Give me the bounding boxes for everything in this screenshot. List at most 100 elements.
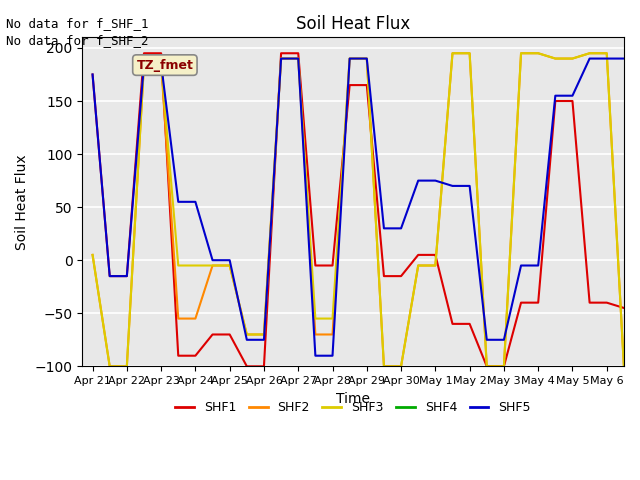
SHF1: [414, 252, 422, 258]
SHF2: [243, 332, 251, 337]
SHF1: [140, 50, 148, 56]
SHF3: [346, 56, 353, 61]
SHF2: [294, 56, 302, 61]
SHF1: [294, 50, 302, 56]
SHF5: [603, 56, 611, 61]
SHF2: [500, 363, 508, 369]
SHF3: [414, 263, 422, 268]
SHF3: [517, 50, 525, 56]
SHF3: [243, 332, 251, 337]
SHF5: [89, 72, 97, 77]
SHF1: [312, 263, 319, 268]
Line: SHF1: SHF1: [93, 53, 624, 366]
SHF5: [226, 257, 234, 263]
SHF5: [431, 178, 439, 183]
SHF1: [329, 263, 337, 268]
SHF5: [346, 56, 353, 61]
SHF1: [466, 321, 474, 327]
SHF3: [260, 332, 268, 337]
SHF5: [466, 183, 474, 189]
SHF1: [534, 300, 542, 306]
SHF3: [466, 50, 474, 56]
SHF3: [500, 363, 508, 369]
SHF5: [294, 56, 302, 61]
SHF1: [157, 50, 165, 56]
SHF1: [603, 300, 611, 306]
SHF1: [517, 300, 525, 306]
SHF2: [277, 56, 285, 61]
SHF1: [243, 363, 251, 369]
SHF1: [431, 252, 439, 258]
SHF1: [191, 353, 199, 359]
SHF5: [517, 263, 525, 268]
SHF2: [603, 50, 611, 56]
SHF5: [260, 337, 268, 343]
SHF2: [620, 363, 628, 369]
SHF5: [329, 353, 337, 359]
X-axis label: Time: Time: [336, 392, 370, 406]
SHF2: [552, 56, 559, 61]
SHF3: [552, 56, 559, 61]
SHF1: [500, 363, 508, 369]
SHF1: [226, 332, 234, 337]
Line: SHF3: SHF3: [93, 53, 624, 366]
SHF1: [483, 363, 491, 369]
SHF3: [329, 316, 337, 322]
SHF1: [209, 332, 216, 337]
SHF3: [586, 50, 593, 56]
SHF5: [500, 337, 508, 343]
SHF5: [586, 56, 593, 61]
SHF2: [260, 332, 268, 337]
SHF5: [449, 183, 456, 189]
SHF3: [397, 363, 405, 369]
SHF2: [449, 50, 456, 56]
SHF3: [534, 50, 542, 56]
SHF3: [449, 50, 456, 56]
SHF3: [277, 56, 285, 61]
SHF2: [431, 263, 439, 268]
SHF3: [312, 316, 319, 322]
SHF3: [294, 56, 302, 61]
SHF1: [620, 305, 628, 311]
SHF3: [568, 56, 576, 61]
SHF2: [329, 332, 337, 337]
SHF3: [106, 363, 113, 369]
SHF2: [568, 56, 576, 61]
Line: SHF2: SHF2: [93, 53, 624, 366]
SHF1: [397, 273, 405, 279]
SHF5: [140, 61, 148, 67]
SHF1: [260, 363, 268, 369]
SHF3: [157, 61, 165, 67]
SHF5: [552, 93, 559, 98]
SHF3: [226, 263, 234, 268]
SHF2: [140, 61, 148, 67]
SHF2: [123, 363, 131, 369]
SHF5: [620, 56, 628, 61]
SHF5: [397, 226, 405, 231]
SHF2: [312, 332, 319, 337]
SHF2: [397, 363, 405, 369]
SHF3: [620, 363, 628, 369]
SHF3: [123, 363, 131, 369]
SHF1: [277, 50, 285, 56]
SHF3: [431, 263, 439, 268]
SHF3: [175, 263, 182, 268]
SHF2: [466, 50, 474, 56]
SHF5: [534, 263, 542, 268]
SHF5: [209, 257, 216, 263]
SHF3: [140, 61, 148, 67]
SHF2: [226, 263, 234, 268]
SHF5: [191, 199, 199, 204]
SHF2: [534, 50, 542, 56]
SHF1: [449, 321, 456, 327]
SHF5: [380, 226, 388, 231]
Legend: SHF1, SHF2, SHF3, SHF4, SHF5: SHF1, SHF2, SHF3, SHF4, SHF5: [170, 396, 536, 420]
SHF5: [157, 61, 165, 67]
SHF3: [380, 363, 388, 369]
Title: Soil Heat Flux: Soil Heat Flux: [296, 15, 410, 33]
SHF2: [157, 61, 165, 67]
SHF2: [380, 363, 388, 369]
SHF1: [123, 273, 131, 279]
SHF1: [106, 273, 113, 279]
SHF1: [552, 98, 559, 104]
